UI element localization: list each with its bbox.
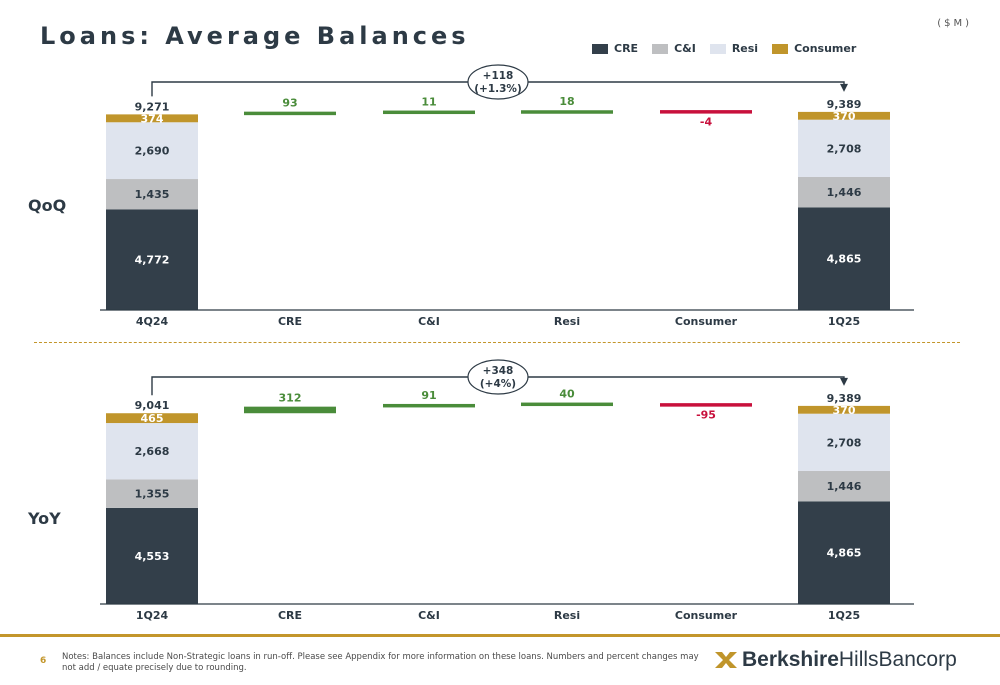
yoy-tick-label-5-1q25: 1Q25 <box>828 609 860 622</box>
qoq-tick-label-3-resi: Resi <box>554 315 580 328</box>
qoq-bracket-arrow <box>840 83 848 92</box>
yoy-change-bar-ci <box>383 403 475 408</box>
chart-legend: CRE C&I Resi Consumer <box>592 42 856 55</box>
qoq-change-bar-resi <box>521 110 613 114</box>
qoq-callout-change: +118 <box>483 70 514 82</box>
qoq-tick-label-1-cre: CRE <box>278 315 302 328</box>
legend-swatch-ci <box>652 43 669 54</box>
yoy-start-bar-consumer <box>106 413 198 424</box>
yoy-change-bar-resi <box>521 402 613 407</box>
legend-item-consumer: Consumer <box>772 42 856 55</box>
qoq-start-total-label: 9,271 <box>135 100 170 113</box>
qoq-end-bar-resi <box>798 119 890 177</box>
yoy-bracket-arrow <box>840 377 848 386</box>
yoy-start-label-consumer: 465 <box>141 412 164 425</box>
qoq-tick-label-0-4q24: 4Q24 <box>136 315 169 328</box>
legend-swatch-resi <box>709 43 726 54</box>
yoy-change-bar-cre <box>244 406 336 414</box>
row-label-qoq: QoQ <box>28 196 67 215</box>
yoy-change-label-cre: 312 <box>279 392 302 405</box>
yoy-callout-ellipse <box>467 359 529 395</box>
legend-item-resi: Resi <box>709 42 759 55</box>
qoq-start-label-resi: 2,690 <box>135 145 170 158</box>
legend-swatch-consumer <box>772 43 789 54</box>
qoq-tick-label-2-ci: C&I <box>418 315 440 328</box>
legend-swatch-cre <box>592 43 608 54</box>
yoy-start-bar-ci <box>106 479 198 508</box>
yoy-callout-percent: (+4%) <box>480 378 516 390</box>
qoq-end-bar-ci <box>798 176 890 208</box>
yoy-start-label-resi: 2,668 <box>135 445 170 458</box>
yoy-end-label-consumer: 370 <box>833 404 856 417</box>
footnote: Notes: Balances include Non-Strategic lo… <box>62 652 699 673</box>
legend-item-cre: CRE <box>592 42 638 55</box>
qoq-change-label-resi: 18 <box>559 95 574 108</box>
qoq-end-label-resi: 2,708 <box>827 142 862 155</box>
yoy-tick-label-3-resi: Resi <box>554 609 580 622</box>
qoq-start-bar-consumer <box>106 114 198 123</box>
qoq-change-bar-cre <box>244 111 336 116</box>
yoy-callout-change: +348 <box>483 365 514 377</box>
legend-label-consumer: Consumer <box>794 42 857 55</box>
qoq-start-bar-cre <box>106 209 198 310</box>
units-label: ($M) <box>937 18 972 29</box>
qoq-tick-label-4-consumer: Consumer <box>675 315 738 328</box>
yoy-start-label-cre: 4,553 <box>135 550 170 563</box>
row-label-yoy: YoY <box>28 509 61 528</box>
qoq-start-label-cre: 4,772 <box>135 254 170 267</box>
logo-text-regular: HillsBancorp <box>838 648 957 671</box>
qoq-change-label-cre: 93 <box>282 97 297 110</box>
yoy-end-label-resi: 2,708 <box>827 436 862 449</box>
yoy-start-bar-cre <box>106 507 198 604</box>
yoy-change-label-consumer: -95 <box>696 409 716 422</box>
legend-label-ci: C&I <box>674 42 696 55</box>
yoy-tick-label-0-1q24: 1Q24 <box>136 609 169 622</box>
berkshire-x-logo-icon <box>715 652 737 668</box>
yoy-change-bar-consumer <box>660 403 752 407</box>
yoy-tick-label-4-consumer: Consumer <box>675 609 738 622</box>
yoy-end-label-ci: 1,446 <box>827 480 862 493</box>
qoq-end-bar-consumer <box>798 111 890 120</box>
yoy-tick-label-1-cre: CRE <box>278 609 302 622</box>
yoy-end-bar-ci <box>798 470 890 502</box>
page-number: 6 <box>40 656 47 666</box>
qoq-tick-label-5-1q25: 1Q25 <box>828 315 860 328</box>
legend-label-cre: CRE <box>614 42 639 55</box>
logo-text-bold: Berkshire <box>742 648 839 671</box>
qoq-start-label-ci: 1,435 <box>135 188 170 201</box>
qoq-callout-percent: (+1.3%) <box>474 83 522 95</box>
yoy-end-bar-consumer <box>798 405 890 414</box>
qoq-change-label-consumer: -4 <box>700 116 713 129</box>
qoq-start-label-consumer: 374 <box>141 112 164 125</box>
qoq-change-bar-consumer <box>660 110 752 114</box>
qoq-end-label-cre: 4,865 <box>827 253 862 266</box>
yoy-end-label-cre: 4,865 <box>827 547 862 560</box>
yoy-change-label-resi: 40 <box>559 388 575 401</box>
yoy-end-bar-resi <box>798 413 890 471</box>
section-divider <box>34 342 960 343</box>
yoy-start-total-label: 9,041 <box>135 399 170 412</box>
yoy-start-label-ci: 1,355 <box>135 488 170 501</box>
yoy-end-total-label: 9,389 <box>827 392 862 405</box>
qoq-end-total-label: 9,389 <box>827 98 862 111</box>
legend-item-ci: C&I <box>652 42 696 55</box>
qoq-start-bar-ci <box>106 179 198 210</box>
qoq-end-label-consumer: 370 <box>833 110 856 123</box>
yoy-start-bar-resi <box>106 423 198 480</box>
qoq-start-bar-resi <box>106 122 198 180</box>
legend-label-resi: Resi <box>731 42 759 55</box>
qoq-change-label-ci: 11 <box>421 96 436 109</box>
page-title: Loans: Average Balances <box>40 22 470 50</box>
yoy-end-bar-cre <box>798 501 890 604</box>
qoq-end-bar-cre <box>798 207 890 310</box>
qoq-callout-ellipse <box>467 64 529 100</box>
company-logo: BerkshireHillsBancorp <box>714 648 957 672</box>
qoq-end-label-ci: 1,446 <box>827 186 862 199</box>
yoy-tick-label-2-ci: C&I <box>418 609 440 622</box>
qoq-change-bar-ci <box>383 110 475 115</box>
footer-rule <box>0 634 1000 637</box>
yoy-change-label-ci: 91 <box>421 389 436 402</box>
